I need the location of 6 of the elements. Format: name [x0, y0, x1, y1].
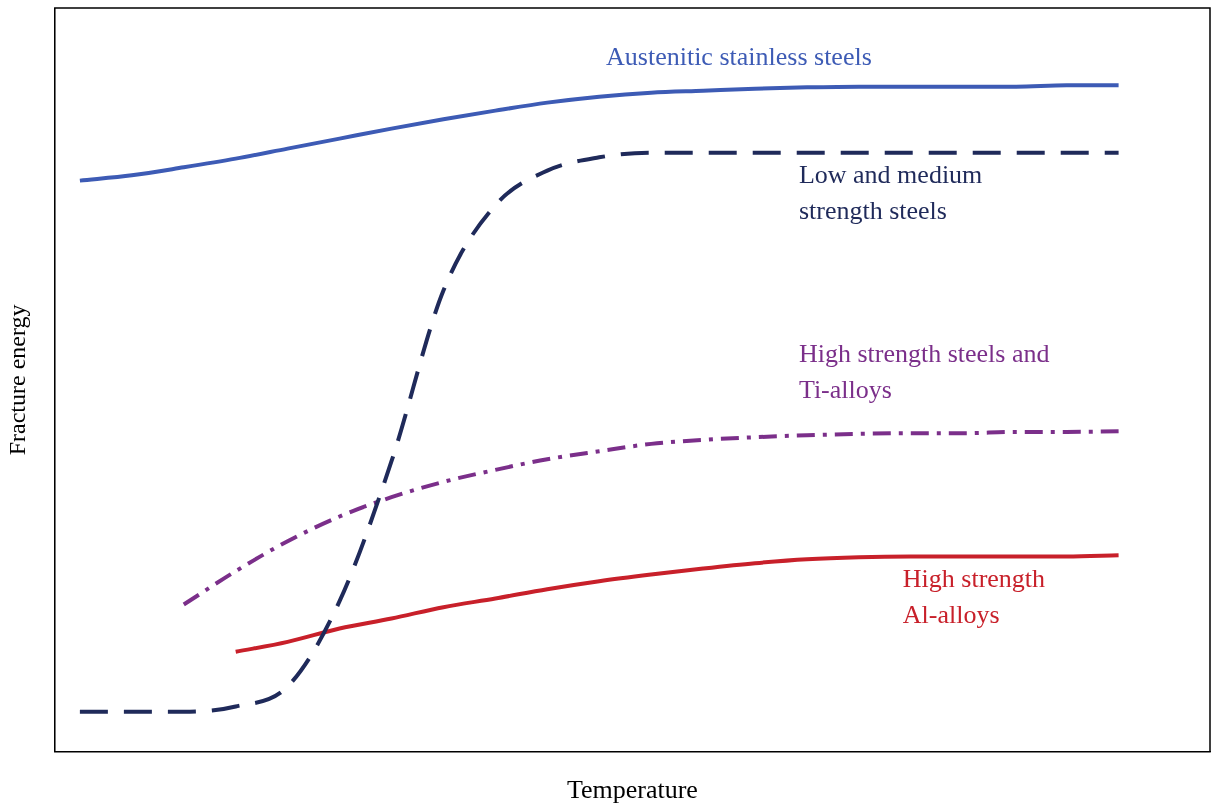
series-label: Austenitic stainless steels	[606, 41, 872, 71]
x-axis-title: Temperature	[566, 775, 698, 805]
series-label: Low and medium strength steels	[798, 159, 983, 225]
series-label: High strength steels and Ti-alloys	[798, 338, 1050, 404]
y-axis-title: Fracture energy	[3, 304, 30, 456]
series-label: High strength Al-alloys	[902, 563, 1046, 629]
